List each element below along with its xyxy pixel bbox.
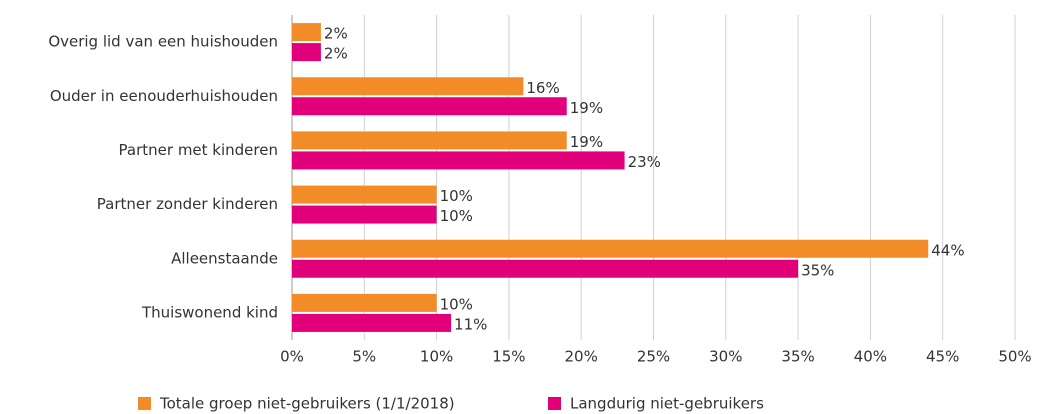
x-tick-label: 50% <box>998 348 1031 366</box>
bar <box>292 205 437 224</box>
x-tick-label: 45% <box>926 348 959 366</box>
y-tick-label: Thuiswonend kind <box>141 303 278 321</box>
bar <box>292 77 524 96</box>
x-tick-label: 30% <box>709 348 742 366</box>
data-label: 16% <box>526 79 559 97</box>
legend-label: Langdurig niet-gebruikers <box>570 395 764 413</box>
data-label: 35% <box>801 261 834 279</box>
legend-swatch <box>138 397 151 410</box>
x-tick-label: 10% <box>420 348 453 366</box>
x-tick-label: 35% <box>781 348 814 366</box>
x-tick-label: 5% <box>352 348 376 366</box>
y-tick-label: Partner zonder kinderen <box>97 195 278 213</box>
legend-swatch <box>548 397 561 410</box>
data-label: 2% <box>324 25 348 43</box>
data-label: 19% <box>570 133 603 151</box>
data-label: 23% <box>628 153 661 171</box>
y-tick-label: Alleenstaande <box>171 249 278 267</box>
legend-label: Totale groep niet-gebruikers (1/1/2018) <box>159 395 455 413</box>
bar <box>292 185 437 204</box>
x-tick-label: 0% <box>280 348 304 366</box>
bar <box>292 131 567 150</box>
bar <box>292 293 437 312</box>
data-label: 10% <box>440 207 473 225</box>
y-tick-label: Partner met kinderen <box>119 141 278 159</box>
data-label: 10% <box>440 187 473 205</box>
x-tick-label: 15% <box>492 348 525 366</box>
bar <box>292 43 321 62</box>
data-label: 44% <box>931 241 964 259</box>
bar <box>292 151 625 170</box>
bar <box>292 23 321 42</box>
bar <box>292 313 452 332</box>
data-label: 2% <box>324 45 348 63</box>
y-tick-label: Ouder in eenouderhuishouden <box>50 87 278 105</box>
x-tick-label: 40% <box>854 348 887 366</box>
bar <box>292 259 799 278</box>
x-tick-label: 20% <box>565 348 598 366</box>
bar <box>292 97 567 116</box>
x-tick-label: 25% <box>637 348 670 366</box>
data-label: 19% <box>570 99 603 117</box>
data-label: 10% <box>440 295 473 313</box>
bar <box>292 239 929 258</box>
data-label: 11% <box>454 315 487 333</box>
y-tick-label: Overig lid van een huishouden <box>48 33 278 51</box>
